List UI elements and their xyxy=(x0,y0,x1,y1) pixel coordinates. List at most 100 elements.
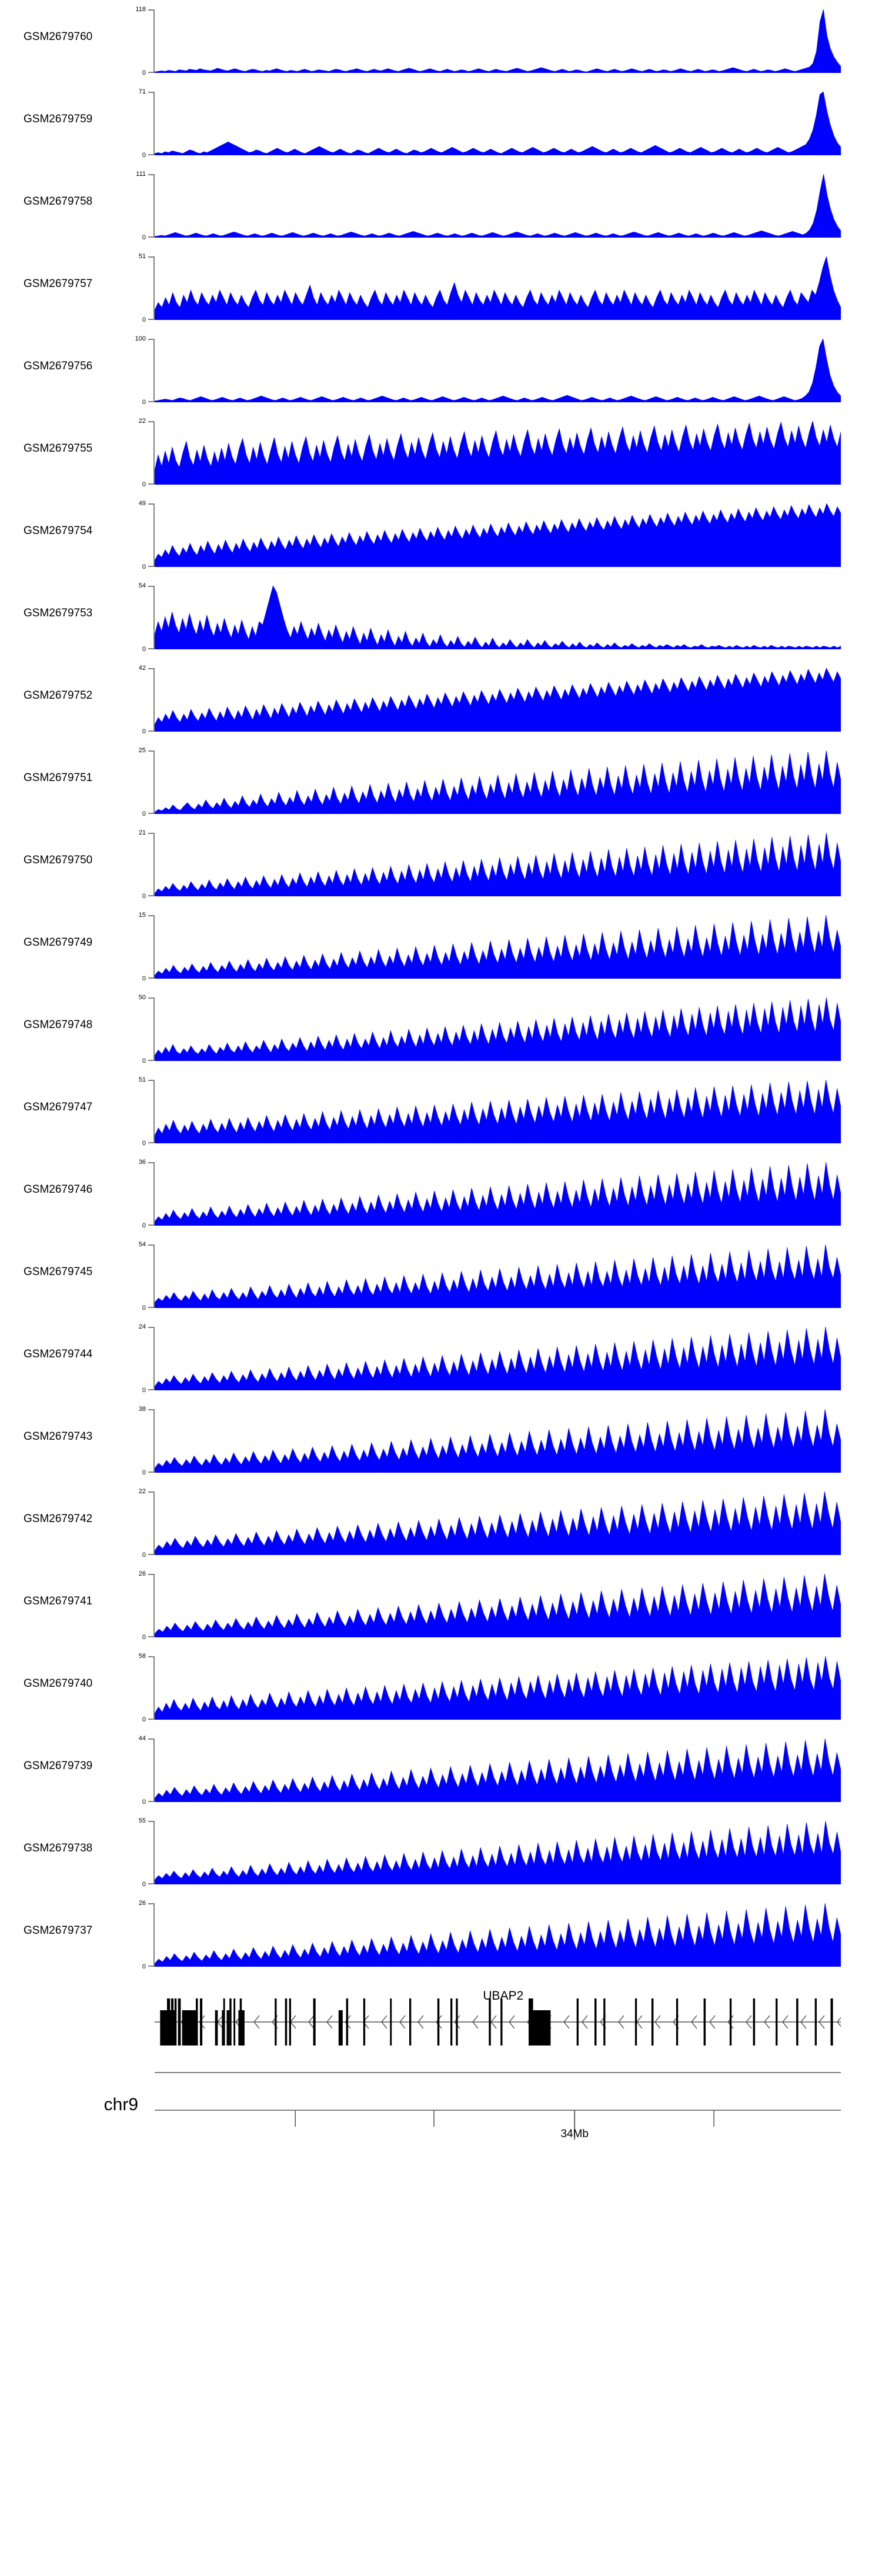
y-axis-tick-zero xyxy=(148,977,155,979)
track-y-axis: 111 0 xyxy=(119,171,155,241)
coverage-track[interactable]: GSM2679755 22 0 xyxy=(0,412,882,494)
coverage-track[interactable]: GSM2679753 54 0 xyxy=(0,576,882,659)
track-y-axis: 26 0 xyxy=(119,1900,155,1970)
y-axis-max-label: 44 xyxy=(138,1735,146,1742)
coverage-plot[interactable] xyxy=(155,915,841,979)
track-label: GSM2679740 xyxy=(24,1677,93,1690)
coverage-plot[interactable] xyxy=(155,92,841,155)
y-axis-line xyxy=(153,1162,155,1226)
coverage-plot[interactable] xyxy=(155,174,841,238)
track-y-axis: 54 0 xyxy=(119,1241,155,1312)
y-axis-tick-zero xyxy=(148,1389,155,1390)
coverage-track[interactable]: GSM2679744 24 0 xyxy=(0,1317,882,1400)
track-y-axis: 58 0 xyxy=(119,1653,155,1723)
y-axis-max-label: 36 xyxy=(138,1159,146,1166)
y-axis-line xyxy=(153,915,155,979)
track-label: GSM2679754 xyxy=(24,525,93,537)
coverage-plot[interactable] xyxy=(155,750,841,814)
coverage-track[interactable]: GSM2679740 58 0 xyxy=(0,1647,882,1729)
coverage-track[interactable]: GSM2679750 21 0 xyxy=(0,823,882,906)
coverage-plot[interactable] xyxy=(155,1080,841,1143)
coverage-plot[interactable] xyxy=(155,339,841,402)
y-axis-zero-label: 0 xyxy=(142,1140,146,1147)
y-axis-max-label: 71 xyxy=(138,88,146,95)
y-axis-line xyxy=(153,421,155,485)
coverage-plot[interactable] xyxy=(155,1739,841,1802)
y-axis-tick-max xyxy=(148,339,155,340)
track-label: GSM2679743 xyxy=(24,1430,93,1443)
track-label: GSM2679741 xyxy=(24,1595,93,1607)
y-axis-tick-max xyxy=(148,1903,155,1904)
y-axis-tick-max xyxy=(148,997,155,999)
y-axis-line xyxy=(153,503,155,567)
coverage-track[interactable]: GSM2679756 100 0 xyxy=(0,329,882,412)
coverage-track[interactable]: GSM2679748 50 0 xyxy=(0,988,882,1070)
coverage-track[interactable]: GSM2679746 36 0 xyxy=(0,1153,882,1235)
coverage-plot[interactable] xyxy=(155,1244,841,1308)
coverage-plot[interactable] xyxy=(155,256,841,320)
track-y-axis: 50 0 xyxy=(119,994,155,1065)
gene-model-svg xyxy=(155,1998,841,2046)
coverage-plot[interactable] xyxy=(155,1656,841,1720)
coverage-plot[interactable] xyxy=(155,503,841,567)
y-axis-zero-label: 0 xyxy=(142,646,146,653)
y-axis-zero-label: 0 xyxy=(142,152,146,159)
y-axis-max-label: 54 xyxy=(138,1241,146,1248)
coverage-track[interactable]: GSM2679754 49 0 xyxy=(0,494,882,576)
coverage-plot[interactable] xyxy=(155,833,841,896)
coverage-plot[interactable] xyxy=(155,1491,841,1555)
track-label: GSM2679745 xyxy=(24,1266,93,1278)
coverage-track[interactable]: GSM2679759 71 0 xyxy=(0,82,882,165)
y-axis-tick-max xyxy=(148,1162,155,1163)
coverage-track[interactable]: GSM2679760 118 0 xyxy=(0,0,882,82)
coverage-plot[interactable] xyxy=(155,668,841,732)
coverage-plot[interactable] xyxy=(155,421,841,485)
y-axis-tick-max xyxy=(148,1409,155,1410)
coverage-track[interactable]: GSM2679745 54 0 xyxy=(0,1235,882,1317)
coverage-track[interactable]: GSM2679739 44 0 xyxy=(0,1729,882,1811)
coverage-plot[interactable] xyxy=(155,1327,841,1390)
y-axis-tick-zero xyxy=(148,648,155,649)
track-y-axis: 38 0 xyxy=(119,1406,155,1476)
y-axis-tick-zero xyxy=(148,1471,155,1473)
coverage-plot[interactable] xyxy=(155,1903,841,1967)
coverage-track[interactable]: GSM2679742 22 0 xyxy=(0,1482,882,1564)
y-axis-tick-zero xyxy=(148,1224,155,1226)
coverage-track[interactable]: GSM2679758 111 0 xyxy=(0,165,882,247)
coverage-track[interactable]: GSM2679738 55 0 xyxy=(0,1811,882,1894)
coverage-plot[interactable] xyxy=(155,997,841,1061)
axis-tick-labels: 34Mb xyxy=(155,2128,841,2145)
y-axis-tick-max xyxy=(148,750,155,752)
coverage-plot[interactable] xyxy=(155,1409,841,1473)
coverage-plot[interactable] xyxy=(155,1162,841,1226)
coverage-plot[interactable] xyxy=(155,1574,841,1637)
coverage-plot[interactable] xyxy=(155,1821,841,1884)
coverage-track[interactable]: GSM2679749 15 0 xyxy=(0,906,882,988)
coverage-track[interactable]: GSM2679752 42 0 xyxy=(0,659,882,741)
y-axis-tick-zero xyxy=(148,1883,155,1884)
y-axis-line xyxy=(153,668,155,732)
track-y-axis: 22 0 xyxy=(119,1488,155,1559)
coverage-track[interactable]: GSM2679747 51 0 xyxy=(0,1070,882,1153)
coverage-track[interactable]: GSM2679743 38 0 xyxy=(0,1400,882,1482)
track-y-axis: 54 0 xyxy=(119,582,155,653)
y-axis-tick-zero xyxy=(148,1801,155,1802)
coverage-plot[interactable] xyxy=(155,9,841,73)
gene-model-track[interactable]: UBAP2 xyxy=(0,1976,882,2064)
y-axis-max-label: 58 xyxy=(138,1653,146,1660)
coverage-plot[interactable] xyxy=(155,586,841,649)
y-axis-tick-zero xyxy=(148,154,155,155)
coverage-track[interactable]: GSM2679751 25 0 xyxy=(0,741,882,823)
y-axis-max-label: 42 xyxy=(138,665,146,672)
track-y-axis: 15 0 xyxy=(119,912,155,982)
track-label: GSM2679746 xyxy=(24,1183,93,1196)
coverage-track[interactable]: GSM2679741 26 0 xyxy=(0,1564,882,1647)
y-axis-line xyxy=(153,1821,155,1884)
y-axis-max-label: 22 xyxy=(138,418,146,425)
y-axis-line xyxy=(153,1409,155,1473)
coverage-track[interactable]: GSM2679757 51 0 xyxy=(0,247,882,329)
y-axis-tick-zero xyxy=(148,813,155,814)
coverage-track[interactable]: GSM2679737 26 0 xyxy=(0,1894,882,1976)
track-y-axis: 24 0 xyxy=(119,1323,155,1394)
track-label: GSM2679751 xyxy=(24,772,93,784)
